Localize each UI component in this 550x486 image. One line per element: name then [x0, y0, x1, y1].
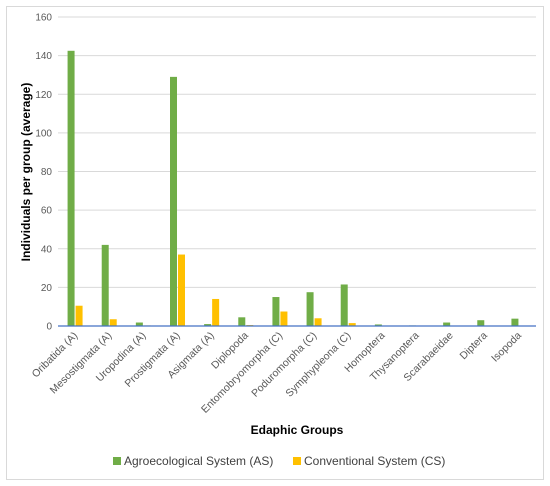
bar-agroecological	[170, 76, 177, 327]
gridlines	[58, 16, 536, 288]
y-tick-label: 140	[35, 51, 52, 62]
y-tick-label: 40	[41, 244, 53, 255]
bar-agroecological	[238, 317, 246, 326]
x-axis-category-labels: Oribatida (A)Mesostigmata (A)Uropodina (…	[30, 330, 525, 416]
legend-label-agroecological: Agroecological System (AS)	[124, 454, 273, 468]
x-axis-title: Edaphic Groups	[251, 423, 344, 437]
y-tick-label: 160	[35, 13, 52, 24]
bar-agroecological	[443, 322, 451, 326]
legend-label-conventional: Conventional System (CS)	[304, 454, 445, 468]
y-tick-label: 80	[41, 167, 53, 178]
y-tick-label: 60	[41, 206, 53, 217]
y-tick-label: 100	[35, 128, 52, 139]
x-category-label: Mesostigmata (A)	[48, 330, 115, 397]
y-tick-label: 0	[46, 322, 52, 333]
bar-conventional	[75, 305, 83, 326]
bar-agroecological	[374, 324, 382, 326]
bar-conventional	[348, 323, 356, 326]
y-axis-ticks: 0 20 40 60 80 100 120 140 160	[35, 13, 52, 333]
bar-agroecological	[306, 292, 314, 326]
bar-agroecological	[204, 324, 212, 326]
bars	[67, 50, 519, 327]
chart-frame	[6, 6, 544, 480]
x-category-label: Isopoda	[489, 330, 524, 365]
y-axis-title: Individuals per group (average)	[19, 83, 33, 262]
bar-agroecological	[135, 322, 143, 326]
bar-agroecological	[67, 50, 75, 326]
bar-conventional	[109, 319, 117, 326]
bar-conventional	[314, 318, 322, 326]
bar-conventional	[280, 311, 288, 326]
legend-swatch-agroecological	[113, 457, 121, 465]
legend: Agroecological System (AS) Conventional …	[113, 454, 445, 468]
y-tick-label: 20	[41, 283, 53, 294]
bar-conventional	[212, 298, 220, 326]
bar-agroecological	[101, 244, 109, 326]
legend-swatch-conventional	[293, 457, 301, 465]
bar-agroecological	[477, 320, 485, 326]
x-category-label: Diptera	[457, 330, 490, 363]
bar-agroecological	[511, 318, 519, 326]
bar-conventional	[178, 254, 185, 326]
bar-agroecological	[272, 297, 280, 326]
y-tick-label: 120	[35, 90, 52, 101]
bar-agroecological	[340, 284, 348, 326]
